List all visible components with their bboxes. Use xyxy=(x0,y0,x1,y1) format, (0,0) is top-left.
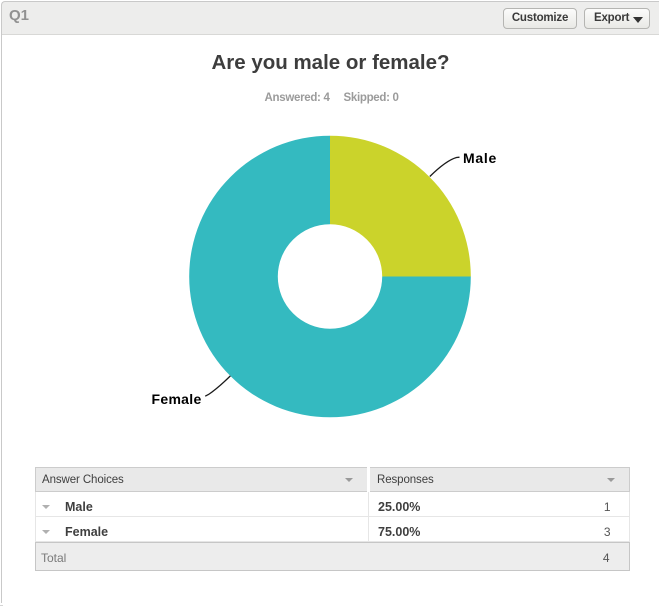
svg-text:Male: Male xyxy=(463,150,497,166)
svg-text:Female: Female xyxy=(152,391,202,407)
